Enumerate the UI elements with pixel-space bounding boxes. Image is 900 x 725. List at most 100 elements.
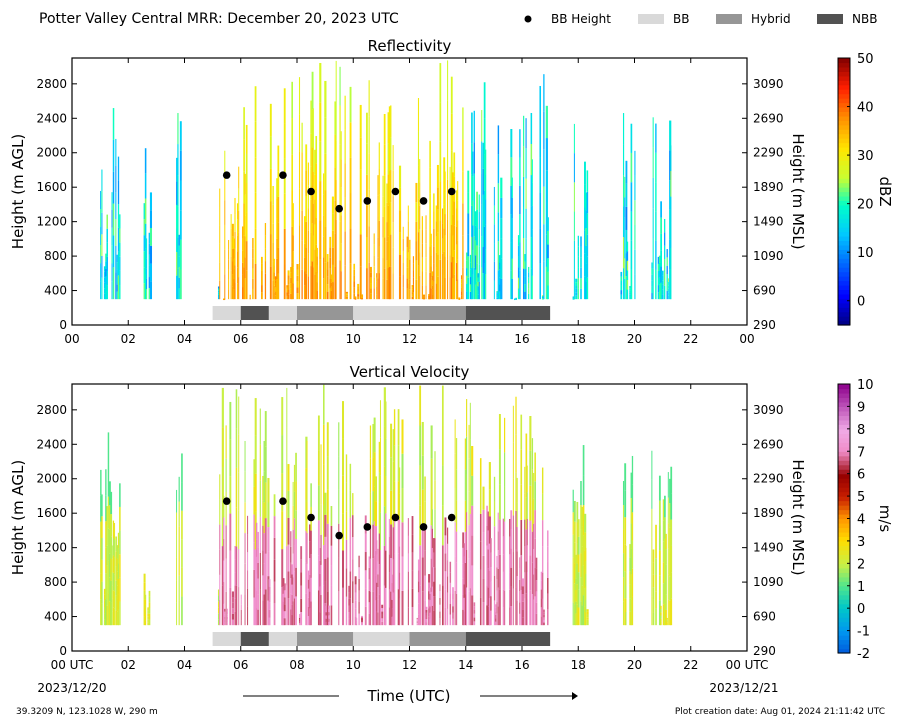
heatmap-cell [525,148,527,179]
heatmap-cell [547,593,549,610]
heatmap-cell [178,266,180,278]
heatmap-cell [244,236,246,258]
heatmap-cell [388,138,391,171]
heatmap-cell [497,183,500,213]
heatmap-cell [148,254,151,266]
heatmap-cell [417,570,420,582]
heatmap-cell [390,423,393,458]
heatmap-cell [417,614,420,626]
heatmap-cell [436,232,439,255]
heatmap-cell [264,248,267,262]
heatmap-cell [531,531,534,563]
heatmap-cell [457,181,459,201]
colorbar-cell [838,554,850,560]
heatmap-cell [661,294,664,300]
heatmap-cell [144,599,147,605]
heatmap-cell [112,572,115,591]
heatmap-cell [360,617,364,619]
heatmap-cell [473,110,475,143]
heatmap-cell [353,263,356,270]
heatmap-cell [292,601,294,626]
heatmap-cell [255,539,258,557]
heatmap-cell [582,595,585,626]
heatmap-cell [447,259,449,300]
heatmap-cell [255,591,258,609]
heatmap-cell [585,573,587,587]
heatmap-cell [314,249,316,275]
bb-height-point [307,187,315,196]
heatmap-cell [368,116,370,154]
heatmap-cell [323,545,325,586]
heatmap-cell [282,593,285,602]
heatmap-cell [273,581,276,604]
heatmap-cell [268,617,271,626]
heatmap-cell [283,618,286,626]
heatmap-cell [338,456,340,490]
heatmap-cell [469,262,472,270]
heatmap-cell [444,192,446,215]
heatmap-cell [372,491,375,525]
heatmap-cell [626,279,629,290]
heatmap-cell [573,182,575,212]
heatmap-cell [522,268,525,300]
colorbar-tick-label: 10 [857,378,874,393]
heatmap-cell [390,457,393,491]
heatmap-cell [409,249,411,260]
heatmap-cell [455,438,458,470]
heatmap-cell [349,571,352,599]
heatmap-cell [577,246,579,257]
heatmap-cell [660,201,662,218]
heatmap-cell [391,608,393,617]
heatmap-cell [509,554,511,573]
heatmap-cell [354,576,357,585]
heatmap-cell [430,244,432,256]
heatmap-cell [472,200,474,226]
heatmap-cell [117,532,120,549]
heatmap-cell [462,609,465,626]
bb-type-segment [353,632,410,646]
heatmap-cell [482,578,485,603]
heatmap-cell [388,518,391,537]
heatmap-cell [455,531,458,563]
heatmap-cell [119,214,121,229]
heatmap-cell [242,274,244,288]
heatmap-cell [629,285,631,289]
heatmap-cell [392,247,394,274]
heatmap-cell [115,245,117,273]
heatmap-cell [331,247,334,265]
heatmap-cell [584,569,587,589]
heatmap-cell [378,168,380,195]
colorbar-cell [838,200,850,206]
heatmap-cell [524,466,526,494]
colorbar-cell [838,222,850,228]
heatmap-cell [146,278,148,290]
x-tick-label: 06 [233,332,248,346]
heatmap-cell [651,537,653,568]
heatmap-cell [254,549,257,588]
heatmap-cell [450,225,453,263]
heatmap-cell [669,600,672,626]
heatmap-cell [660,618,662,622]
heatmap-cell [234,545,237,560]
heatmap-cell [319,599,322,613]
heatmap-cell [292,251,294,268]
heatmap-cell [529,416,532,451]
heatmap-cell [425,271,427,286]
heatmap-cell [393,517,396,554]
heatmap-cell [345,293,348,295]
heatmap-cell [376,286,378,291]
heatmap-cell [378,472,381,503]
heatmap-cell [584,253,586,277]
x-tick-label: 20 [627,332,642,346]
heatmap-cell [526,492,528,519]
heatmap-cell [242,262,244,275]
heatmap-cell [116,291,118,300]
heatmap-cell [311,261,314,300]
heatmap-cell [397,517,400,554]
heatmap-cell [401,556,404,591]
heatmap-cell [540,607,543,617]
heatmap-cell [144,274,147,300]
heatmap-cell [301,181,303,211]
heatmap-cell [143,607,146,617]
heatmap-cell [219,262,221,281]
